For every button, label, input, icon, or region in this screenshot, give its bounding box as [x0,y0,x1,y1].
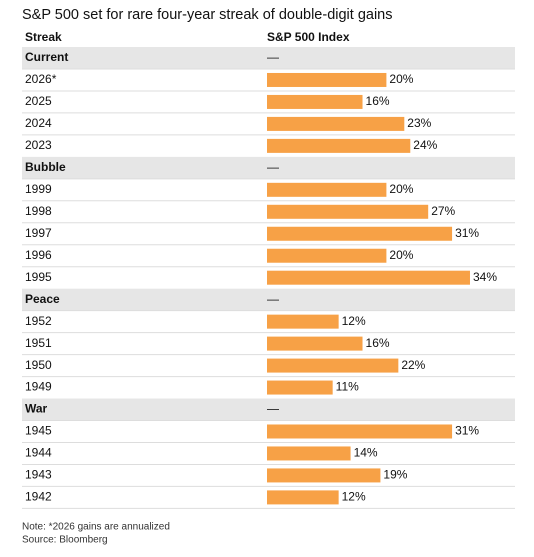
row-label: 1944 [25,446,52,460]
value-label: 20% [389,182,413,196]
row-label: 1952 [25,314,52,328]
bar [267,182,387,197]
group-marker: — [267,50,279,64]
bar [267,446,351,461]
value-label: 22% [401,358,425,372]
row-label: 1951 [25,336,52,350]
value-label: 31% [455,226,479,240]
value-label: 24% [413,138,437,152]
value-label: 20% [389,248,413,262]
value-label: 12% [342,314,366,328]
bar [267,490,339,505]
value-label: 34% [473,270,497,284]
row-label: 2025 [25,94,52,108]
value-label: 16% [366,94,390,108]
note: Note: *2026 gains are annualized [22,522,170,533]
group-label: Current [25,50,68,64]
row-label: 1943 [25,468,52,482]
value-label: 11% [336,380,359,394]
value-label: 31% [455,424,479,438]
bar [267,226,453,241]
row-label: 1995 [25,270,52,284]
chart-title: S&P 500 set for rare four-year streak of… [22,7,393,23]
bar [267,314,339,329]
column-header: Streak [25,30,62,44]
group-marker: — [267,402,279,416]
row-label: 2024 [25,116,52,130]
bar [267,72,387,87]
group-band [22,398,515,421]
column-header: S&P 500 Index [267,30,350,44]
value-label: 14% [354,446,378,460]
bar [267,248,387,263]
row-label: 2026* [25,72,57,86]
row-label: 1997 [25,226,52,240]
group-band [22,288,515,311]
group-marker: — [267,160,279,174]
group-band [22,47,515,69]
value-label: 19% [383,468,407,482]
bar [267,424,453,439]
bar [267,358,399,373]
row-label: 2023 [25,138,52,152]
bar [267,204,429,219]
value-label: 16% [366,336,390,350]
group-marker: — [267,292,279,306]
value-label: 20% [389,72,413,86]
row-label: 1998 [25,204,52,218]
group-band [22,156,515,179]
row-label: 1949 [25,380,52,394]
value-label: 27% [431,204,455,218]
bar [267,336,363,351]
row-label: 1999 [25,182,52,196]
group-label: War [25,402,48,416]
bar [267,94,363,109]
row-label: 1996 [25,248,52,262]
source: Source: Bloomberg [22,535,108,546]
bar [267,138,411,153]
bar [267,468,381,483]
bar [267,380,333,395]
row-label: 1945 [25,424,52,438]
row-label: 1950 [25,358,52,372]
group-label: Peace [25,292,60,306]
bar [267,116,405,131]
bar [267,270,470,285]
group-label: Bubble [25,160,66,174]
value-label: 12% [342,490,366,504]
value-label: 23% [407,116,431,130]
row-label: 1942 [25,490,52,504]
